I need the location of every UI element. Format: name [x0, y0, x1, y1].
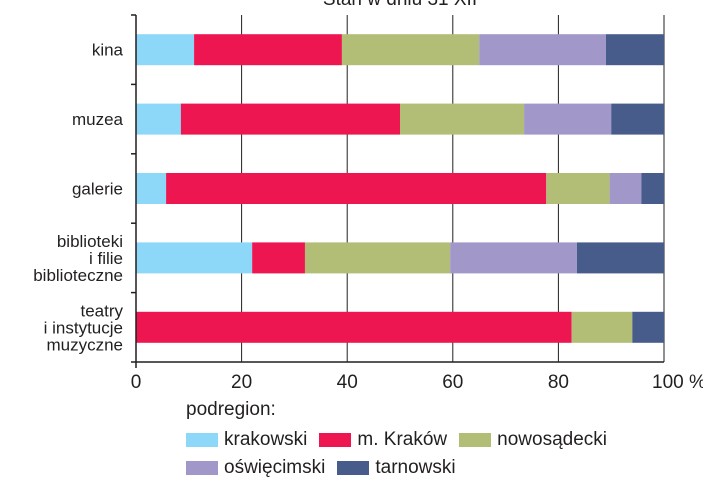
bar-5-tarnowski [632, 311, 664, 343]
category-label-1-line-1: kina [92, 41, 124, 60]
bar-1-krakowski [136, 34, 195, 66]
bar-3-krakowski [136, 173, 167, 204]
legend-item-tarnowski: tarnowski [337, 457, 456, 479]
bar-3-tarnowski [641, 173, 664, 204]
x-tick-label-0: 0 [131, 372, 142, 393]
category-label-5-line-2: i instytucje [44, 318, 123, 337]
axes [131, 14, 664, 368]
bars [136, 34, 664, 343]
bar-2-nowosdecki [400, 103, 525, 135]
bar-5-mkrakw [136, 311, 572, 343]
legend-swatch-m-krakow [319, 433, 352, 447]
x-tick-label-20: 20 [231, 372, 252, 393]
bar-2-owicimski [524, 103, 612, 135]
category-label-1: kina [92, 41, 124, 60]
legend-row-2: oświęcimski tarnowski [186, 454, 696, 482]
category-label-5-line-3: muzyczne [46, 335, 123, 354]
bar-3-nowosdecki [546, 173, 610, 204]
legend-row-1: krakowski m. Kraków nowosądecki [186, 426, 696, 454]
category-label-3: galerie [72, 180, 123, 199]
category-label-2: muzea [72, 110, 124, 129]
category-label-5: teatry i instytucje muzyczne [44, 301, 124, 354]
x-tick-labels: 0 20 40 60 80 100 % [131, 372, 703, 393]
bar-4-nowosdecki [304, 242, 451, 274]
bar-4-mkrakw [252, 242, 305, 274]
bar-1-tarnowski [605, 34, 664, 66]
category-label-4-line-3: biblioteczne [33, 266, 123, 285]
bar-2-tarnowski [611, 103, 664, 135]
legend: podregion: krakowski m. Kraków nowosądec… [186, 398, 696, 482]
bar-1-nowosdecki [341, 34, 480, 66]
legend-swatch-oswiecimski [186, 461, 218, 475]
bar-3-owicimski [609, 173, 642, 204]
category-label-4-line-1: biblioteki [57, 232, 123, 251]
category-label-4-line-2: i filie [89, 249, 123, 268]
category-label-3-line-1: galerie [72, 180, 123, 199]
bar-5-nowosdecki [571, 311, 633, 343]
bar-3-mkrakw [166, 173, 547, 204]
legend-item-m-krakow: m. Kraków [319, 429, 447, 451]
category-label-2-line-1: muzea [72, 110, 124, 129]
category-label-4: biblioteki i filie biblioteczne [33, 232, 123, 285]
x-tick-label-100: 100 % [652, 372, 703, 393]
bar-1-owicimski [479, 34, 606, 66]
legend-title: podregion: [186, 399, 276, 420]
bar-4-tarnowski [576, 242, 664, 274]
legend-label-oswiecimski: oświęcimski [224, 457, 326, 478]
chart-title: Stan w dniu 31 XII [323, 0, 477, 10]
legend-swatch-krakowski [186, 433, 218, 447]
legend-label-tarnowski: tarnowski [375, 457, 456, 478]
legend-item-oswiecimski: oświęcimski [186, 457, 325, 479]
bar-4-owicimski [450, 242, 577, 274]
legend-swatch-tarnowski [337, 461, 370, 475]
legend-swatch-nowosadecki [459, 433, 492, 447]
legend-label-m-krakow: m. Kraków [357, 429, 448, 450]
bar-2-mkrakw [180, 103, 400, 135]
bar-1-mkrakw [194, 34, 342, 66]
category-label-5-line-1: teatry [80, 301, 123, 320]
bar-2-krakowski [136, 103, 181, 135]
x-tick-label-80: 80 [548, 372, 569, 393]
category-labels: kina muzea galerie biblioteki i filie bibliot… [33, 41, 123, 355]
legend-label-nowosadecki: nowosądecki [497, 429, 607, 450]
legend-label-krakowski: krakowski [224, 429, 308, 450]
bar-4-krakowski [136, 242, 253, 274]
x-tick-label-40: 40 [337, 372, 358, 393]
legend-item-nowosadecki: nowosądecki [459, 429, 607, 451]
x-tick-label-60: 60 [442, 372, 463, 393]
legend-item-krakowski: krakowski [186, 429, 307, 451]
